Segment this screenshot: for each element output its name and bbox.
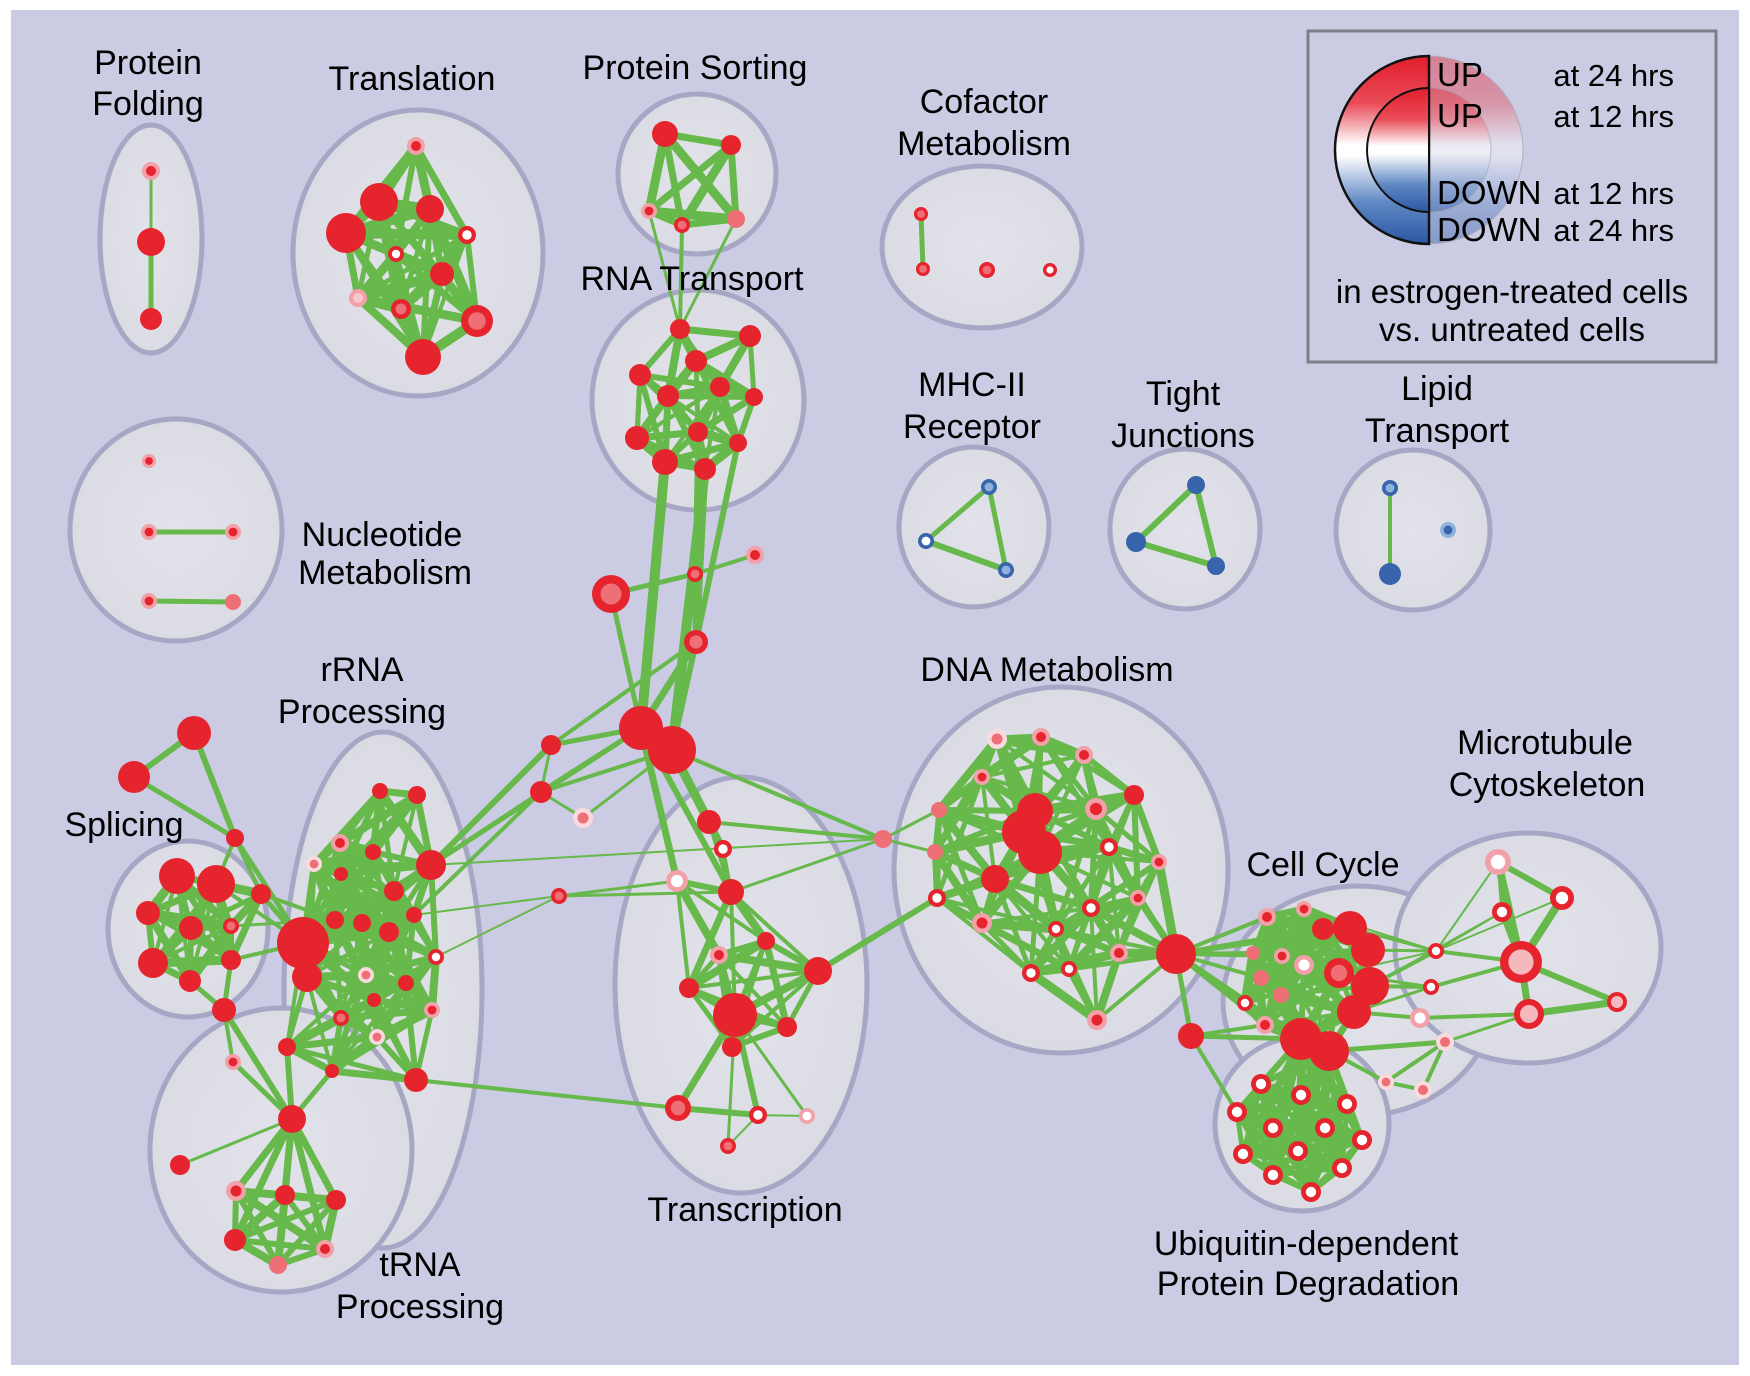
svg-text:at 12 hrs: at 12 hrs xyxy=(1553,176,1674,211)
svg-text:Processing: Processing xyxy=(336,1288,504,1326)
svg-text:Junctions: Junctions xyxy=(1111,417,1255,455)
svg-text:Protein: Protein xyxy=(94,44,202,82)
svg-text:Cytoskeleton: Cytoskeleton xyxy=(1449,766,1646,804)
svg-text:UP: UP xyxy=(1437,97,1483,134)
svg-text:tRNA: tRNA xyxy=(379,1246,461,1284)
svg-text:at 12 hrs: at 12 hrs xyxy=(1553,99,1674,134)
svg-text:at 24 hrs: at 24 hrs xyxy=(1553,58,1674,93)
svg-text:Folding: Folding xyxy=(92,85,204,123)
svg-text:Nucleotide: Nucleotide xyxy=(302,516,463,554)
svg-text:DNA Metabolism: DNA Metabolism xyxy=(920,651,1173,689)
svg-text:Tight: Tight xyxy=(1146,375,1221,413)
svg-text:Transcription: Transcription xyxy=(647,1191,842,1229)
svg-text:MHC-II: MHC-II xyxy=(918,366,1026,404)
svg-text:DOWN: DOWN xyxy=(1437,211,1541,248)
svg-text:RNA Transport: RNA Transport xyxy=(581,260,805,298)
svg-text:Splicing: Splicing xyxy=(64,806,183,844)
svg-text:Cell Cycle: Cell Cycle xyxy=(1246,846,1399,884)
svg-text:Protein Degradation: Protein Degradation xyxy=(1157,1265,1459,1303)
svg-text:Protein Sorting: Protein Sorting xyxy=(583,49,808,87)
svg-text:vs. untreated cells: vs. untreated cells xyxy=(1379,311,1645,348)
svg-text:Receptor: Receptor xyxy=(903,408,1041,446)
svg-text:Cofactor: Cofactor xyxy=(920,83,1049,121)
svg-text:Microtubule: Microtubule xyxy=(1457,724,1633,762)
svg-text:Translation: Translation xyxy=(329,60,496,98)
svg-text:Ubiquitin-dependent: Ubiquitin-dependent xyxy=(1154,1225,1459,1263)
svg-text:UP: UP xyxy=(1437,56,1483,93)
svg-text:at 24 hrs: at 24 hrs xyxy=(1553,213,1674,248)
svg-text:Processing: Processing xyxy=(278,693,446,731)
svg-text:in estrogen-treated cells: in estrogen-treated cells xyxy=(1336,273,1688,310)
svg-text:Metabolism: Metabolism xyxy=(298,554,472,592)
svg-text:Transport: Transport xyxy=(1365,412,1510,450)
svg-text:Lipid: Lipid xyxy=(1401,370,1473,408)
svg-text:DOWN: DOWN xyxy=(1437,174,1541,211)
svg-text:rRNA: rRNA xyxy=(320,651,403,689)
svg-text:Metabolism: Metabolism xyxy=(897,125,1071,163)
